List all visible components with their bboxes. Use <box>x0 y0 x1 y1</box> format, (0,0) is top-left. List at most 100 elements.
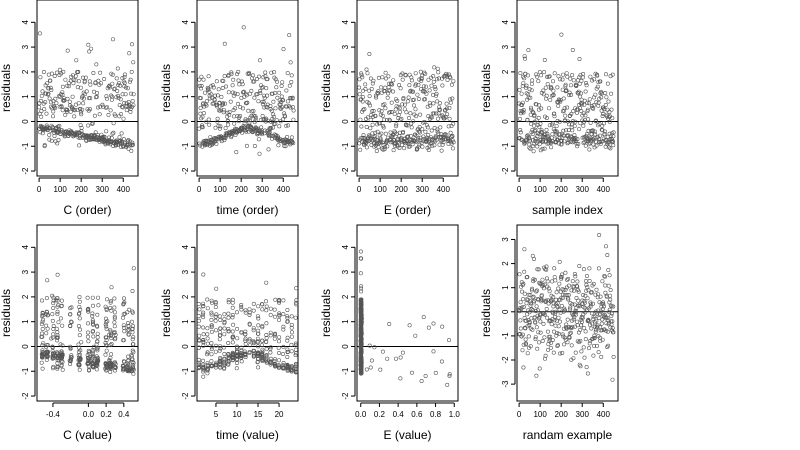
data-point <box>260 324 265 329</box>
data-point <box>274 85 279 90</box>
data-point <box>129 366 134 371</box>
data-point <box>259 129 264 134</box>
data-point <box>112 310 117 315</box>
data-point <box>281 312 286 317</box>
data-point <box>63 112 68 117</box>
data-point <box>373 114 378 119</box>
data-point <box>235 326 240 331</box>
data-point <box>407 83 412 88</box>
data-point <box>116 83 121 88</box>
data-point <box>126 354 131 359</box>
data-point <box>121 323 126 328</box>
data-point <box>550 132 555 137</box>
data-point <box>40 348 45 353</box>
data-point <box>205 361 210 366</box>
data-point <box>576 289 581 294</box>
data-point <box>358 353 363 358</box>
data-point <box>609 107 614 112</box>
data-point <box>544 306 549 311</box>
data-point <box>56 320 61 325</box>
data-point <box>572 271 577 276</box>
data-point <box>247 72 252 77</box>
data-point <box>91 71 96 76</box>
data-point <box>215 119 220 124</box>
data-point <box>593 314 598 319</box>
data-point <box>212 98 217 103</box>
data-point <box>551 329 556 334</box>
data-point <box>272 307 277 312</box>
data-point <box>109 285 114 290</box>
x-tick-label: 100 <box>213 185 227 194</box>
data-point <box>545 279 550 284</box>
data-point <box>401 96 406 101</box>
data-point <box>39 322 44 327</box>
data-point <box>426 325 431 330</box>
data-point <box>358 300 363 305</box>
data-point <box>445 77 450 82</box>
data-point <box>103 322 108 327</box>
data-point <box>421 134 426 139</box>
data-point <box>85 334 90 339</box>
data-point <box>559 32 564 37</box>
data-point <box>37 101 42 106</box>
data-point <box>265 77 270 82</box>
data-point <box>570 279 575 284</box>
data-point <box>601 304 606 309</box>
data-point <box>537 280 542 285</box>
data-point <box>539 129 544 134</box>
data-point <box>39 109 44 114</box>
data-point <box>599 354 604 359</box>
y-tick-label: -2 <box>181 392 190 400</box>
data-point <box>196 345 201 350</box>
data-point <box>559 142 564 147</box>
data-point <box>431 74 436 79</box>
x-tick-label: 200 <box>395 185 409 194</box>
data-point <box>601 302 606 307</box>
data-point <box>367 51 372 56</box>
data-point <box>76 79 81 84</box>
data-point <box>385 95 390 100</box>
data-point <box>533 136 538 141</box>
data-point <box>591 281 596 286</box>
data-point <box>517 272 522 277</box>
data-point <box>73 78 78 83</box>
data-point <box>109 308 114 313</box>
data-point <box>206 74 211 79</box>
data-point <box>534 289 539 294</box>
data-point <box>521 342 526 347</box>
data-point <box>211 85 216 90</box>
data-point <box>230 340 235 345</box>
data-point <box>222 332 227 337</box>
data-point <box>609 304 614 309</box>
data-point <box>530 109 535 114</box>
data-point <box>578 364 583 369</box>
data-point <box>359 367 364 372</box>
data-point <box>276 358 281 363</box>
data-point <box>563 82 568 87</box>
data-point <box>583 293 588 298</box>
data-point <box>255 336 260 341</box>
data-point <box>205 297 210 302</box>
data-point <box>289 135 294 140</box>
data-point <box>427 88 432 93</box>
data-point <box>537 340 542 345</box>
data-point <box>44 351 49 356</box>
y-axis-title: residuals <box>319 289 333 337</box>
data-point <box>540 338 545 343</box>
data-point <box>423 84 428 89</box>
data-point <box>285 347 290 352</box>
data-point <box>585 285 590 290</box>
data-point <box>258 83 263 88</box>
data-point <box>109 366 114 371</box>
data-point <box>562 306 567 311</box>
data-point <box>201 339 206 344</box>
data-point <box>270 125 275 130</box>
data-point <box>109 97 114 102</box>
data-point <box>405 123 410 128</box>
data-point <box>409 370 414 375</box>
data-point <box>531 149 536 154</box>
data-point <box>109 136 114 141</box>
data-point <box>209 341 214 346</box>
data-point <box>277 300 282 305</box>
data-point <box>201 365 206 370</box>
